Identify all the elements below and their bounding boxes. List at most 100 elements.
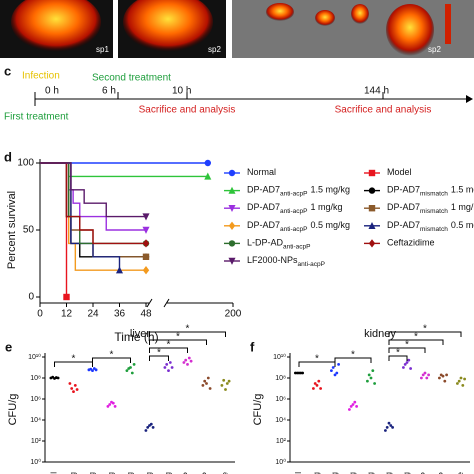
survival-line bbox=[40, 162, 208, 178]
legend-label: DP-AD7anti-acpP 1 mg/kg bbox=[247, 203, 343, 215]
data-point bbox=[459, 376, 463, 380]
x-tick-label: /kg bbox=[384, 472, 393, 474]
data-point bbox=[182, 361, 186, 364]
signal bbox=[11, 0, 101, 52]
data-point bbox=[405, 361, 409, 364]
marker bbox=[142, 266, 150, 275]
data-point bbox=[335, 371, 339, 375]
data-point bbox=[337, 362, 340, 366]
data-point bbox=[106, 404, 110, 408]
time-label: 6 h bbox=[102, 86, 116, 97]
data-point bbox=[391, 425, 394, 429]
data-point bbox=[463, 377, 466, 381]
significance-label: * bbox=[351, 350, 355, 361]
colorbar bbox=[445, 4, 451, 44]
data-point bbox=[149, 422, 153, 426]
data-point bbox=[75, 388, 79, 391]
data-point bbox=[355, 404, 358, 408]
x-tick-label: /kg bbox=[126, 472, 135, 474]
data-point bbox=[189, 359, 193, 363]
legend-subscript: mismatch bbox=[420, 226, 448, 233]
panel-label: d bbox=[4, 149, 12, 164]
legend-dose: 1 mg/kg bbox=[310, 203, 342, 213]
signal bbox=[123, 0, 213, 52]
significance-label: * bbox=[110, 350, 114, 361]
x-tick-label: 24 bbox=[87, 309, 99, 320]
data-point bbox=[220, 383, 224, 387]
y-tick-label: 100 bbox=[17, 158, 34, 169]
marker bbox=[63, 293, 70, 301]
data-point bbox=[186, 362, 189, 366]
significance-label: * bbox=[176, 332, 180, 343]
data-point bbox=[91, 369, 94, 373]
axis-break bbox=[146, 298, 170, 308]
y-tick-label: 50 bbox=[23, 225, 35, 236]
data-point bbox=[313, 382, 317, 385]
x-tick-label: /kg bbox=[107, 472, 116, 474]
event: Sacrifice and analysis bbox=[139, 105, 236, 116]
data-point bbox=[206, 376, 210, 380]
time-label: 0 h bbox=[45, 86, 59, 97]
significance-bracket bbox=[388, 331, 462, 337]
x-tick-label: 12 bbox=[61, 309, 73, 320]
legend-subscript: mismatch bbox=[420, 208, 448, 215]
significance-bracket bbox=[334, 357, 372, 363]
data-point bbox=[403, 362, 407, 366]
signal bbox=[315, 10, 335, 26]
marker bbox=[368, 169, 376, 177]
data-point bbox=[170, 366, 174, 369]
data-point bbox=[301, 371, 304, 375]
significance-label: * bbox=[186, 324, 190, 335]
data-point bbox=[165, 362, 169, 366]
marker bbox=[368, 221, 376, 229]
signal bbox=[266, 3, 294, 21]
y-tick-label: 10⁰ bbox=[30, 458, 41, 466]
significance-label: * bbox=[315, 354, 319, 365]
data-point bbox=[225, 382, 229, 385]
image-label: sp2 bbox=[428, 45, 441, 54]
data-point bbox=[351, 403, 355, 406]
significance-bracket bbox=[149, 347, 188, 353]
x-tick-label: me bbox=[456, 471, 465, 474]
legend-name: DP-AD7 bbox=[247, 185, 280, 195]
data-point bbox=[353, 400, 357, 404]
data-point bbox=[445, 373, 448, 377]
data-point bbox=[384, 429, 387, 432]
x-tick-label: acpP bbox=[202, 472, 211, 474]
survival-line bbox=[40, 162, 68, 297]
data-point bbox=[222, 378, 226, 382]
significance-bracket bbox=[149, 355, 169, 361]
data-point bbox=[208, 387, 212, 390]
significance-label: * bbox=[405, 340, 409, 351]
y-tick-label: 10¹⁰ bbox=[273, 353, 286, 361]
chart-title: liver bbox=[130, 328, 151, 340]
legend-subscript: anti-acpP bbox=[283, 243, 310, 250]
legend-subscript: anti-acpP bbox=[280, 208, 307, 215]
data-point bbox=[227, 379, 231, 383]
x-tick-label: /kg bbox=[88, 472, 97, 474]
image-label: sp1 bbox=[96, 45, 109, 54]
data-point bbox=[319, 387, 322, 390]
timeline: c Infection Second treatment 0 h 6 h 10 … bbox=[4, 63, 473, 123]
data-point bbox=[421, 373, 425, 377]
data-point bbox=[443, 379, 447, 383]
data-point bbox=[457, 379, 461, 383]
data-point bbox=[402, 366, 405, 369]
data-point bbox=[132, 362, 136, 366]
x-axis-title: Time (h) bbox=[114, 330, 158, 344]
legend-name: DP-AD7 bbox=[387, 220, 420, 230]
image-label: sp2 bbox=[208, 45, 221, 54]
data-point bbox=[108, 403, 112, 406]
legend-name: DP-AD7 bbox=[387, 203, 420, 213]
data-point bbox=[224, 388, 227, 391]
chart-title: kidney bbox=[364, 328, 396, 340]
x-tick-label: /kg bbox=[312, 472, 321, 474]
marker bbox=[368, 239, 376, 248]
x-tick-label: 0 bbox=[37, 309, 43, 320]
legend-name: Normal bbox=[247, 167, 276, 177]
marker bbox=[142, 213, 150, 221]
data-point bbox=[68, 382, 72, 385]
panel-label: f bbox=[250, 339, 255, 354]
legend-name: DP-AD7 bbox=[387, 185, 420, 195]
